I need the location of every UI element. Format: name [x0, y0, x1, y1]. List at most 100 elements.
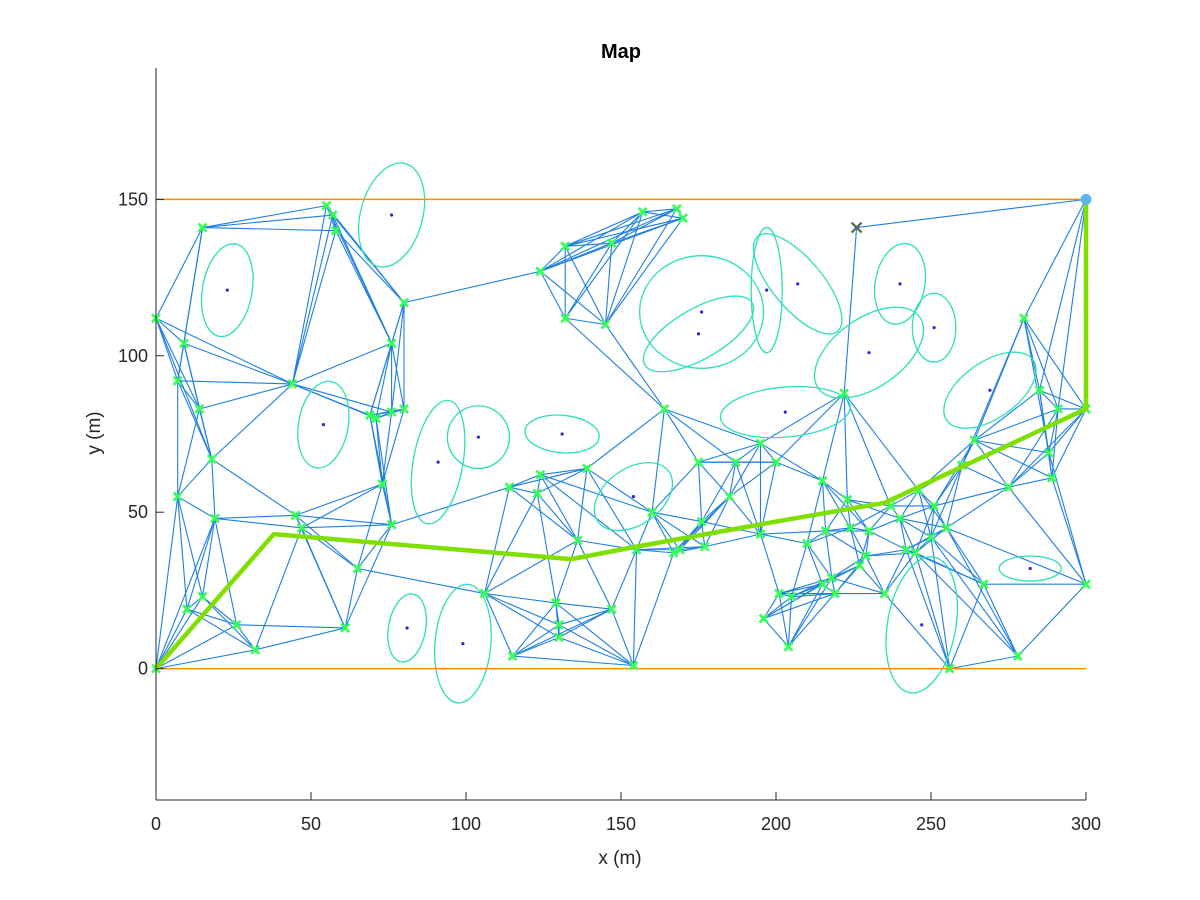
roadmap-edge: [930, 537, 951, 669]
roadmap-edge: [930, 536, 985, 585]
roadmap-edge: [509, 474, 541, 488]
roadmap-edge: [201, 518, 216, 597]
roadmap-edge: [484, 593, 560, 626]
node-marker: [699, 541, 710, 552]
roadmap-edge: [381, 408, 405, 485]
node-marker: [895, 513, 905, 524]
roadmap-edge: [843, 393, 892, 507]
node-marker: [774, 588, 785, 599]
roadmap-edge: [198, 408, 213, 460]
y-tick-label: 0: [138, 659, 148, 679]
roadmap-edge: [177, 496, 216, 519]
node-marker: [330, 225, 341, 236]
roadmap-edge: [484, 487, 510, 594]
roadmap-edge: [605, 208, 678, 325]
ellipse-center: [225, 288, 229, 292]
roadmap-edge: [806, 543, 824, 585]
chart-title: Map: [601, 41, 641, 63]
node-marker: [532, 488, 543, 499]
roadmap-edge: [635, 511, 653, 550]
roadmap-edge: [856, 198, 1087, 229]
node-marker: [730, 457, 741, 468]
roadmap-edge: [369, 302, 405, 416]
roadmap-edge: [564, 211, 644, 319]
roadmap-edge: [484, 593, 514, 657]
roadmap-edge: [905, 549, 951, 669]
roadmap-edge: [663, 408, 699, 463]
roadmap-edge: [822, 480, 851, 529]
roadmap-edge: [865, 555, 885, 594]
roadmap-edge: [850, 527, 870, 532]
roadmap-edge: [787, 577, 833, 648]
roadmap-edge: [763, 618, 789, 648]
roadmap-edge: [822, 480, 870, 532]
roadmap-edge: [199, 383, 293, 410]
roadmap-edge: [301, 524, 392, 529]
node-marker: [399, 297, 409, 308]
roadmap-edge: [843, 392, 920, 491]
roadmap-edge: [701, 461, 737, 522]
roadmap-edge: [933, 486, 1009, 507]
roadmap-edge: [369, 408, 405, 416]
roadmap-edge: [295, 483, 383, 516]
node-marker: [755, 438, 766, 449]
roadmap-edge: [540, 474, 653, 513]
roadmap-edge: [825, 530, 867, 557]
node-marker: [197, 591, 208, 602]
obstacle-ellipse: [752, 233, 843, 335]
roadmap-edge: [1048, 452, 1053, 478]
roadmap-edge: [484, 592, 556, 604]
node-marker: [693, 457, 704, 468]
node-marker: [969, 435, 980, 446]
roadmap-edge: [155, 318, 200, 410]
roadmap-edge: [698, 461, 730, 497]
roadmap-edge: [236, 624, 346, 629]
roadmap-edge: [945, 465, 963, 528]
roadmap-edge: [1051, 477, 1087, 585]
roadmap-edge: [155, 317, 185, 344]
roadmap-edge: [611, 211, 644, 244]
node-marker: [172, 375, 183, 386]
roadmap-edge: [177, 458, 213, 497]
ellipse-center: [321, 423, 325, 427]
roadmap-edge: [859, 565, 885, 594]
roadmap-edge: [1057, 199, 1087, 410]
roadmap-edge: [537, 467, 588, 494]
roadmap-edge: [632, 549, 638, 666]
node-marker: [327, 210, 338, 220]
roadmap-edge: [1023, 318, 1059, 410]
node-marker: [250, 644, 261, 655]
obstacle-ellipse: [524, 414, 600, 454]
roadmap-edge: [704, 496, 730, 547]
node-marker: [674, 544, 685, 555]
roadmap-edge: [760, 530, 826, 535]
roadmap-edge: [484, 493, 538, 594]
roadmap-edge: [899, 518, 907, 550]
obstacle-ellipse: [943, 351, 1037, 429]
roadmap-edge: [1008, 408, 1087, 488]
roadmap-edge: [651, 511, 675, 554]
node-marker: [182, 604, 192, 615]
roadmap-edge: [1048, 408, 1087, 454]
roadmap-edge: [564, 242, 613, 319]
roadmap-edge: [914, 552, 951, 669]
roadmap-edge: [983, 583, 1019, 657]
roadmap-edge: [539, 474, 579, 541]
roadmap-edge: [763, 596, 792, 619]
node-marker: [296, 522, 307, 533]
roadmap-edge: [344, 568, 359, 629]
node-marker: [386, 407, 397, 418]
obstacle-ellipse: [433, 583, 492, 704]
roadmap-edge: [899, 517, 947, 529]
roadmap-edge: [509, 486, 578, 541]
roadmap-edge: [332, 214, 405, 303]
node-marker: [535, 469, 546, 480]
roadmap-edge: [831, 577, 836, 594]
roadmap-edge: [555, 602, 612, 610]
roadmap-edge: [332, 214, 337, 231]
roadmap-edge: [586, 467, 653, 513]
node-marker: [581, 463, 592, 474]
node-marker: [817, 476, 828, 486]
